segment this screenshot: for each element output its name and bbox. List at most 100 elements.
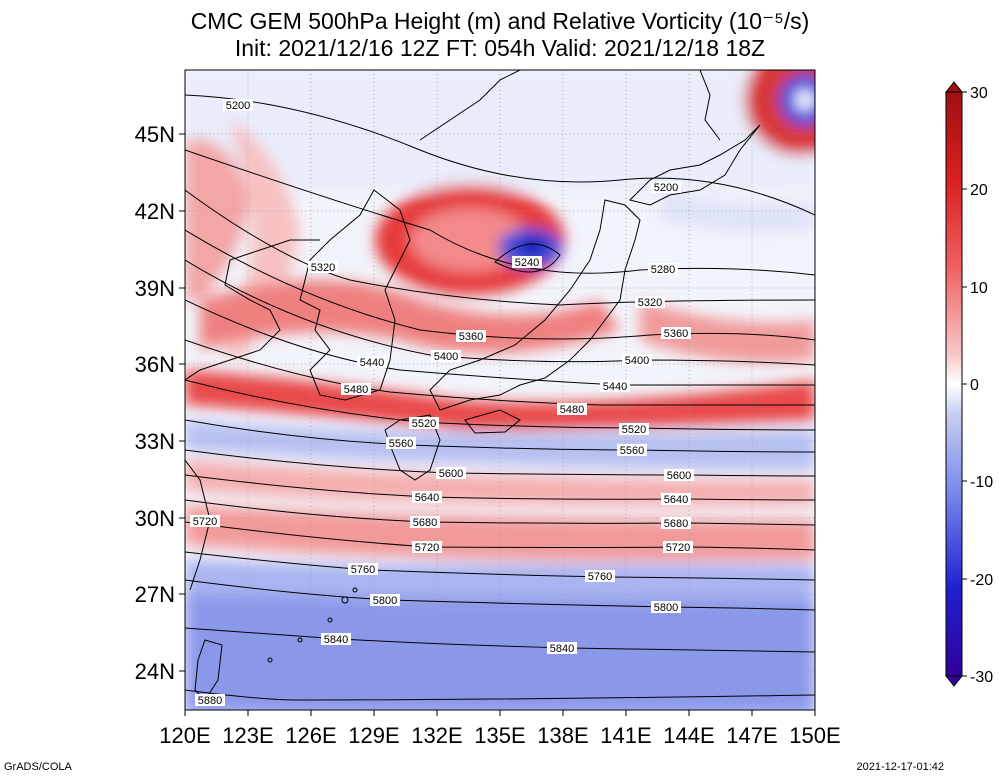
contour-label-bg <box>547 642 577 654</box>
y-tick-label: 24N <box>135 659 175 684</box>
x-tick-label: 120E <box>159 723 210 748</box>
contour-label-bg <box>619 423 649 435</box>
contour-label-bg <box>386 437 416 449</box>
x-tick-label: 147E <box>726 723 777 748</box>
colorbar-tick-label: -30 <box>970 669 993 686</box>
contour-label-bg <box>622 354 652 366</box>
contour-label: 5280 <box>651 264 675 276</box>
contour-label: 5720 <box>193 516 217 528</box>
contour-label: 5360 <box>459 331 483 343</box>
contour-label-bg <box>341 383 371 395</box>
contour-label: 5520 <box>412 418 436 430</box>
contour-label: 5760 <box>351 564 375 576</box>
contour-label: 5800 <box>654 602 678 614</box>
y-tick-label: 45N <box>135 122 175 147</box>
contour-label-bg <box>651 181 681 193</box>
colorbar-tick-label: 0 <box>970 377 979 394</box>
contour-label-bg <box>557 403 587 415</box>
contour-label: 5600 <box>439 468 463 480</box>
contour-label-bg <box>663 541 693 553</box>
map-title: CMC GEM 500hPa Height (m) and Relative V… <box>190 8 810 34</box>
contour-label: 5680 <box>413 517 437 529</box>
contour-label: 5320 <box>311 262 335 274</box>
colorbar-tick-label: 20 <box>970 182 988 199</box>
contour-label-bg <box>635 296 665 308</box>
contour-label: 5480 <box>344 384 368 396</box>
x-tick-labels: 120E 123E 126E 129E 132E 135E 138E 141E … <box>159 723 840 748</box>
contour-label: 5840 <box>324 634 348 646</box>
contour-label: 5480 <box>560 404 584 416</box>
colorbar-top-arrow <box>944 81 964 93</box>
y-tick-label: 42N <box>135 199 175 224</box>
footer-credit: GrADS/COLA <box>4 761 72 773</box>
contour-label-bg <box>370 594 400 606</box>
y-tick-label: 30N <box>135 506 175 531</box>
contour-label-bg <box>308 261 338 273</box>
contour-label: 5440 <box>603 381 627 393</box>
contour-label: 5400 <box>625 355 649 367</box>
contour-label-bg <box>436 467 466 479</box>
colorbar-body <box>945 91 963 677</box>
contour-label-bg <box>648 263 678 275</box>
contour-label-bg <box>357 356 387 368</box>
contour-label-bg <box>412 541 442 553</box>
contour-label: 5840 <box>550 643 574 655</box>
contour-label-bg <box>664 469 694 481</box>
colorbar-tick-label: 10 <box>970 280 988 297</box>
colorbar-bottom-arrow <box>944 675 964 687</box>
vorticity-field <box>185 70 815 710</box>
y-tick-label: 33N <box>135 429 175 454</box>
contour-label: 5240 <box>515 257 539 269</box>
contour-label: 5560 <box>389 438 413 450</box>
contour-label: 5600 <box>667 470 691 482</box>
contour-label-bg <box>456 330 486 342</box>
footer-timestamp: 2021-12-17-01:42 <box>856 761 944 773</box>
contour-label: 5720 <box>415 542 439 554</box>
contour-label-bg <box>585 570 615 582</box>
x-tick-label: 129E <box>348 723 399 748</box>
contour-label: 5640 <box>664 494 688 506</box>
contour-label-bg <box>223 99 253 111</box>
contour-label: 5800 <box>373 595 397 607</box>
contour-label: 5520 <box>622 424 646 436</box>
axis-ticks <box>179 133 816 716</box>
contour-label: 5560 <box>620 445 644 457</box>
contour-label-bg <box>661 327 691 339</box>
contour-label: 5200 <box>226 100 250 112</box>
contour-label: 5880 <box>198 695 222 707</box>
colorbar-tick-label: -20 <box>970 572 993 589</box>
contour-label-bg <box>190 515 220 527</box>
contour-label: 5400 <box>434 351 458 363</box>
x-tick-label: 150E <box>789 723 840 748</box>
x-tick-label: 144E <box>663 723 714 748</box>
contour-label-bg <box>661 517 691 529</box>
contour-label-bg <box>651 601 681 613</box>
colorbar: 30 20 10 0 -10 -20 -30 <box>944 81 993 687</box>
contour-label-bg <box>195 694 225 706</box>
x-tick-label: 123E <box>222 723 273 748</box>
contour-label: 5440 <box>360 357 384 369</box>
contour-label: 5760 <box>588 571 612 583</box>
y-tick-label: 27N <box>135 582 175 607</box>
contour-label-bg <box>600 380 630 392</box>
contour-label-bg <box>410 516 440 528</box>
contour-label: 5640 <box>415 492 439 504</box>
contour-label-bg <box>661 493 691 505</box>
colorbar-tick-label: 30 <box>970 85 988 102</box>
contour-label-bg <box>412 491 442 503</box>
x-tick-label: 126E <box>285 723 336 748</box>
contour-label-bg <box>321 633 351 645</box>
contour-label-bg <box>409 417 439 429</box>
contour-label: 5680 <box>664 518 688 530</box>
map-subtitle: Init: 2021/12/16 12Z FT: 054h Valid: 202… <box>234 35 766 61</box>
contour-label-bg <box>348 563 378 575</box>
contour-label-bg <box>431 350 461 362</box>
contour-label: 5720 <box>666 542 690 554</box>
contour-label-bg <box>512 256 542 268</box>
y-tick-labels: 45N 42N 39N 36N 33N 30N 27N 24N <box>135 122 175 684</box>
y-tick-label: 39N <box>135 276 175 301</box>
y-tick-label: 36N <box>135 352 175 377</box>
contour-label: 5360 <box>664 328 688 340</box>
